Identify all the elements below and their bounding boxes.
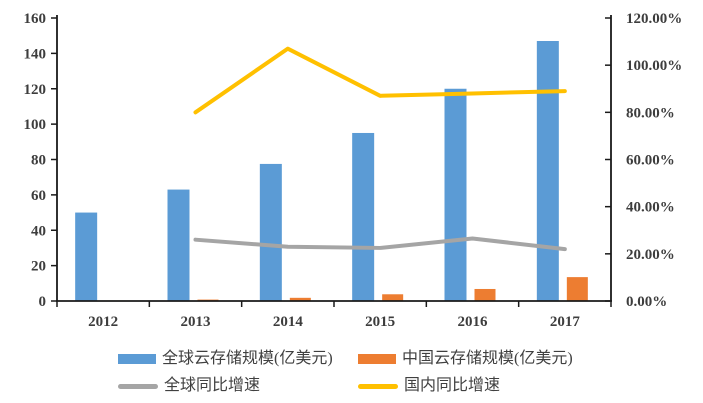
left-axis-tick-label: 100 [24,117,47,133]
bar-global-2017 [536,40,559,302]
right-axis-tick-label: 120.00% [626,11,682,27]
left-axis-tick-label: 120 [24,82,47,98]
left-axis-tick-label: 80 [31,153,46,169]
legend-swatch-global-scale [118,354,156,364]
left-axis-tick-label: 0 [39,294,47,310]
left-axis-tick-label: 160 [24,11,47,27]
legend-label-china-scale: 中国云存储规模(亿美元) [402,350,573,367]
bar-global-2013 [167,189,190,301]
right-axis-tick-label: 100.00% [626,58,682,74]
chart-legend: 全球云存储规模(亿美元) 中国云存储规模(亿美元) 全球同比增速 国内同比增速 [118,351,573,394]
legend-swatch-global-growth [118,383,158,389]
bar-china-2017 [566,277,588,301]
left-axis-tick-label: 60 [31,188,46,204]
legend-label-domestic-growth: 国内同比增速 [404,377,501,394]
legend-item-domestic-growth: 国内同比增速 [358,378,573,394]
x-axis-category-label: 2012 [88,314,118,330]
bar-global-2015 [352,132,375,301]
x-axis-category-label: 2017 [550,314,581,330]
right-axis-tick-label: 60.00% [626,153,675,169]
legend-item-global-scale: 全球云存储规模(亿美元) [118,351,358,367]
legend-item-global-growth: 全球同比增速 [118,378,358,394]
left-axis-tick-label: 140 [24,46,47,62]
bar-global-2012 [75,212,98,301]
legend-item-china-scale: 中国云存储规模(亿美元) [358,351,573,367]
left-axis-tick-label: 20 [31,259,46,275]
bar-china-2014 [289,297,311,301]
line-global-growth [193,236,567,252]
line-domestic-growth [193,46,567,115]
legend-swatch-domestic-growth [358,383,398,389]
x-axis-category-label: 2015 [365,314,395,330]
right-axis-tick-label: 80.00% [626,105,675,121]
legend-label-global-scale: 全球云存储规模(亿美元) [162,350,333,367]
right-axis-tick-label: 40.00% [626,200,675,216]
right-axis-tick-label: 20.00% [626,247,675,263]
x-axis-category-label: 2013 [181,314,211,330]
left-axis-tick-label: 40 [31,223,46,239]
right-axis-tick-label: 0.00% [626,294,667,310]
x-axis-category-label: 2016 [458,314,489,330]
bar-global-2016 [444,88,467,301]
x-axis-category-label: 2014 [273,314,304,330]
legend-label-global-growth: 全球同比增速 [164,377,261,394]
bar-global-2014 [259,163,282,301]
legend-swatch-china-scale [358,354,396,364]
bar-china-2015 [382,294,404,301]
bar-china-2016 [474,288,496,301]
